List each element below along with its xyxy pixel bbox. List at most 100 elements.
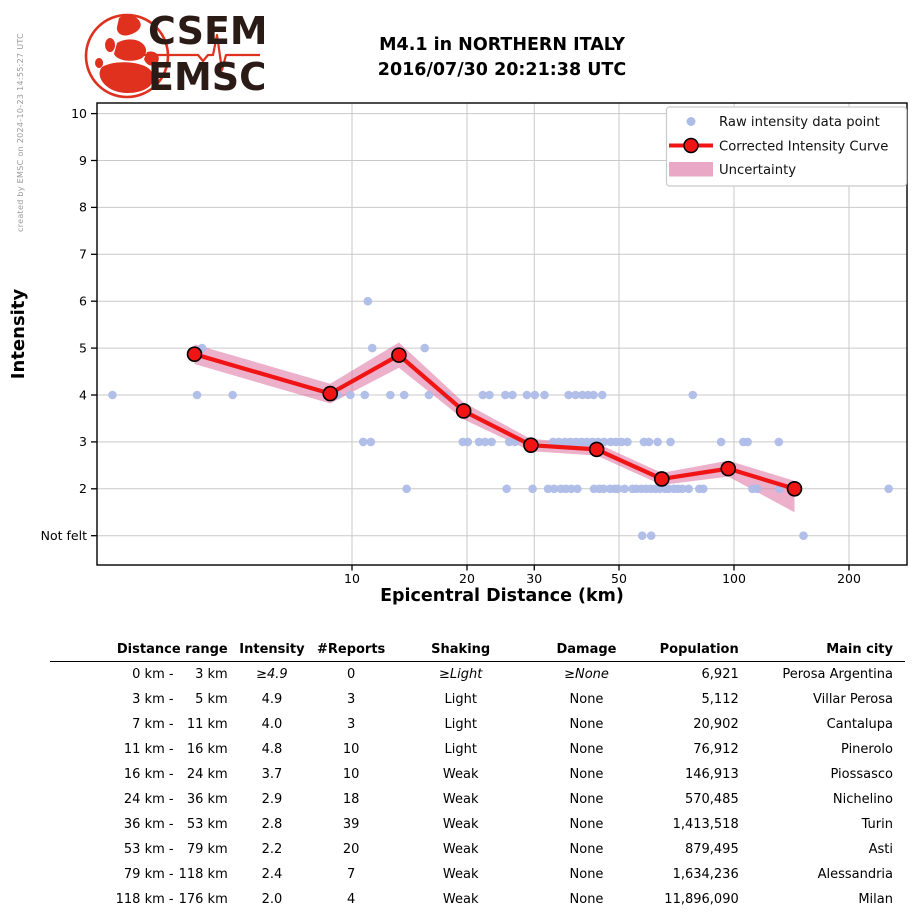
cell-main-city: Cantalupa [826, 717, 893, 732]
raw-data-point [424, 390, 434, 400]
range-from: 0 km [132, 667, 165, 682]
range-to: 5 km [195, 692, 228, 707]
cell-reports: 3 [347, 692, 356, 707]
range-to: 3 km [195, 667, 228, 682]
raw-data-point [549, 484, 559, 494]
y-axis-title: Intensity [8, 288, 29, 380]
raw-data-point [743, 437, 752, 447]
raw-data-point [620, 484, 629, 494]
cell-shaking: Weak [442, 792, 479, 807]
curve-marker [786, 480, 803, 497]
cell-distance-range: 7 km - 11 km [50, 712, 235, 737]
x-axis-tick-label: 50 [611, 571, 627, 586]
raw-data-point [474, 437, 484, 447]
raw-data-point [366, 437, 376, 447]
range-to: 24 km [186, 767, 228, 782]
cell-main-city: Milan [858, 892, 893, 907]
raw-data-point [571, 390, 580, 400]
cell-shaking: Light [444, 692, 477, 707]
cell-shaking: Weak [442, 892, 479, 907]
cell-reports: 10 [342, 767, 360, 782]
x-axis-tick-label: 100 [722, 571, 746, 586]
raw-data-point [528, 484, 537, 494]
plot-frame [96, 102, 908, 566]
raw-data-point [360, 390, 370, 400]
raw-data-point [522, 390, 532, 400]
range-to: 16 km [186, 742, 228, 757]
cell-damage: None [569, 792, 604, 807]
cell-distance-range: 11 km - 16 km [50, 737, 235, 762]
cell-reports: 10 [342, 742, 360, 757]
y-axis-tick-label: 10 [71, 106, 87, 121]
raw-data-points [108, 296, 893, 540]
cell-population: 20,902 [693, 717, 739, 732]
cell-reports: 0 [347, 667, 356, 682]
cell-intensity: 4.0 [261, 717, 283, 732]
cell-main-city: Asti [868, 842, 893, 857]
cell-reports: 39 [342, 817, 360, 832]
cell-population: 11,896,090 [664, 892, 739, 907]
legend-box [665, 106, 908, 187]
cell-shaking: Weak [442, 842, 479, 857]
curve-marker [720, 460, 737, 477]
cell-shaking: Weak [442, 817, 479, 832]
table-body: 0 km - 3 km ≥4.9 0 ≥Light ≥None 6,921 Perosa A… [50, 662, 905, 913]
range-from: 11 km [123, 742, 165, 757]
raw-data-point [402, 484, 411, 494]
curve-marker [455, 403, 472, 419]
chart-title-line1: M4.1 in NORTHERN ITALY [379, 35, 625, 55]
range-to: 36 km [186, 792, 228, 807]
range-to: 53 km [186, 817, 228, 832]
column-header-main-city: Main city [826, 642, 893, 657]
cell-shaking: ≥Light [439, 667, 483, 682]
raw-data-point [637, 531, 647, 540]
cell-damage: None [569, 817, 604, 832]
column-header-population: Population [659, 642, 739, 657]
range-to: 118 km [178, 867, 228, 882]
raw-data-point [573, 484, 582, 494]
cell-shaking: Light [444, 717, 477, 732]
legend: Raw intensity data point Corrected Intens… [665, 106, 908, 187]
raw-data-point [623, 437, 632, 447]
raw-data-point [716, 437, 726, 447]
cell-damage: None [569, 892, 604, 907]
cell-damage: None [569, 742, 604, 757]
range-to: 11 km [186, 717, 228, 732]
range-to: 176 km [178, 892, 228, 907]
legend-label: Corrected Intensity Curve [719, 140, 888, 155]
table-header: Distance range Intensity #Reports Shaking Da… [50, 638, 905, 662]
logo-continents [95, 15, 159, 94]
created-by-watermark: created by EMSC on 2024-10-23 14:55:27 U… [16, 32, 25, 232]
cell-shaking: Weak [442, 767, 479, 782]
x-axis-tick-label: 20 [459, 571, 475, 586]
cell-damage: None [569, 692, 604, 707]
raw-data-point [653, 437, 662, 447]
cell-main-city: Alessandria [817, 867, 893, 882]
raw-data-point [688, 390, 698, 400]
y-axis-tick-label: 2 [79, 481, 87, 496]
logo-seismogram-line [134, 33, 260, 72]
raw-data-point [613, 484, 623, 494]
cell-population: 6,921 [701, 667, 739, 682]
range-from: 79 km [123, 867, 165, 882]
raw-data-point [346, 390, 355, 400]
y-axis-tick-label: 9 [79, 153, 87, 168]
cell-main-city: Turin [861, 817, 893, 832]
raw-data-point [566, 484, 576, 494]
cell-distance-range: 0 km - 3 km [50, 662, 235, 688]
raw-data-point [480, 437, 490, 447]
chart-title-line2: 2016/07/30 20:21:38 UTC [377, 60, 627, 80]
x-axis-tick-label: 30 [526, 571, 542, 586]
cell-shaking: Weak [442, 867, 479, 882]
raw-data-point [884, 484, 893, 494]
range-from: 118 km [115, 892, 165, 907]
cell-distance-range: 118 km - 176 km [50, 887, 235, 912]
raw-data-point [540, 390, 549, 400]
column-header-intensity: Intensity [239, 642, 305, 657]
raw-data-point [752, 484, 762, 494]
raw-data-point [684, 484, 693, 494]
table-row: 16 km - 24 km 3.7 10 Weak None 146,913 Piossas… [50, 762, 905, 787]
cell-damage: None [569, 717, 604, 732]
raw-data-point [386, 390, 395, 400]
table-row: 118 km - 176 km 2.0 4 Weak None 11,896,090 Mil… [50, 887, 905, 912]
